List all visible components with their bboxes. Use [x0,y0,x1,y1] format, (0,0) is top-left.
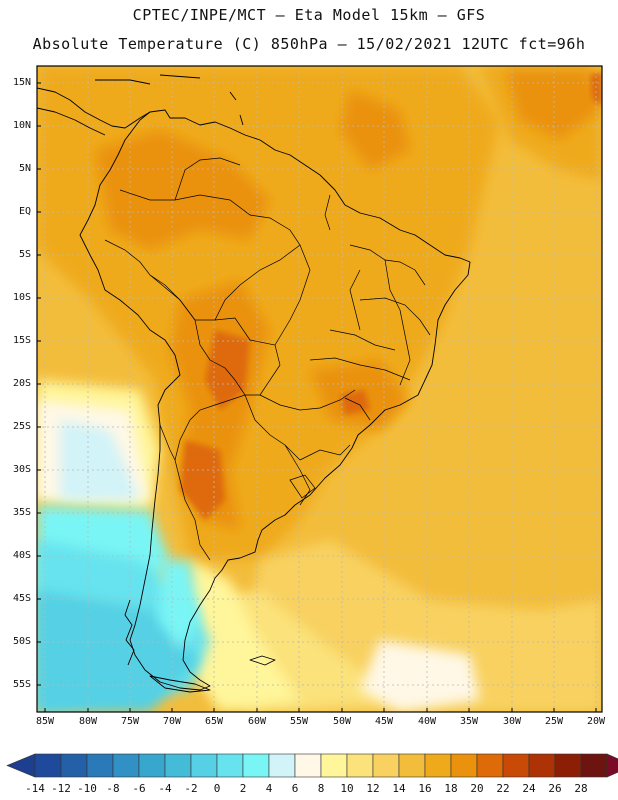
map-frame [36,65,603,713]
lat-label: 30S [12,464,31,475]
colorbar-label: -2 [184,782,198,795]
colorbar-swatch [346,753,374,778]
colorbar-swatch [242,753,270,778]
colorbar-swatch [372,753,400,778]
colorbar-swatch [476,753,504,778]
lon-label: 85W [35,716,55,727]
colorbar-label: -14 [25,782,45,795]
colorbar-swatch [268,753,296,778]
colorbar-swatch [138,753,166,778]
colorbar-swatch [502,753,530,778]
lon-label: 25W [544,716,564,727]
lat-label: 5S [18,249,31,260]
colorbar-right-arrow [606,753,618,778]
lat-label: 15S [12,335,31,346]
colorbar-label: 18 [444,782,458,795]
lat-label: 10S [12,292,31,303]
south-america-outline [79,109,471,691]
lat-label: 45S [12,593,31,604]
colorbar-swatch [398,753,426,778]
lat-label: 50S [12,636,31,647]
colorbar-label: 2 [239,782,247,795]
colorbar-swatch [580,753,608,778]
central-america-outline [37,87,151,129]
colorbar-label: 20 [470,782,484,795]
lon-label: 50W [332,716,352,727]
colorbar-label: 12 [366,782,380,795]
colorbar-swatch [528,753,556,778]
lon-label: 70W [162,716,182,727]
colorbar-label: 16 [418,782,432,795]
lon-label: 20W [586,716,606,727]
colorbar-label: 26 [548,782,562,795]
colorbar-label: 14 [392,782,406,795]
colorbar-swatch [86,753,114,778]
lat-label: 20S [12,378,31,389]
coastlines [37,74,471,693]
colorbar-label: -12 [51,782,71,795]
colorbar-label: 10 [340,782,354,795]
colorbar-left-arrow [6,753,36,778]
tierra-del-fuego [149,675,211,693]
colorbar-swatch [450,753,478,778]
colorbar-label: 8 [317,782,325,795]
colorbar-swatch [34,753,62,778]
lat-label: 25S [12,421,31,432]
falkland-islands [249,655,276,666]
lat-label: 35S [12,507,31,518]
colorbar-label: -10 [77,782,97,795]
lon-label: 35W [459,716,479,727]
colorbar-label: 28 [574,782,588,795]
colorbar-swatch [320,753,348,778]
colorbar-label: 24 [522,782,536,795]
colorbar-swatch [112,753,140,778]
lon-label: 30W [502,716,522,727]
lon-label: 60W [247,716,267,727]
colorbar-label: 0 [213,782,221,795]
lat-label: 40S [12,550,31,561]
lon-label: 40W [417,716,437,727]
caribbean-islands [95,79,151,85]
colorbar-label: 4 [265,782,273,795]
colorbar-label: -4 [158,782,172,795]
lon-label: 75W [120,716,140,727]
colorbar-swatch [60,753,88,778]
graticule [37,66,602,712]
lat-label: 55S [12,679,31,690]
lon-label: 80W [78,716,98,727]
colorbar-swatch [190,753,218,778]
colorbar-swatch [216,753,244,778]
lon-label: 65W [204,716,224,727]
colorbar-swatch [164,753,192,778]
chile-coast-islands [124,599,135,666]
colorbar-label: 22 [496,782,510,795]
lat-label: 5N [18,163,31,174]
lat-label: 15N [12,77,31,88]
axis-ticks [37,82,597,712]
temperature-field [37,66,602,712]
lon-label: 45W [374,716,394,727]
colorbar-swatch [424,753,452,778]
colorbar-label: -6 [132,782,146,795]
lat-label: EQ [18,206,31,217]
lon-label: 55W [289,716,309,727]
chart-title: CPTEC/INPE/MCT – Eta Model 15km – GFS [132,6,486,24]
colorbar-label: 6 [291,782,299,795]
country-borders [104,157,431,561]
colorbar-swatch [554,753,582,778]
chart-subtitle: Absolute Temperature (C) 850hPa – 15/02/… [32,35,586,53]
colorbar [6,753,618,778]
lat-label: 10N [12,120,31,131]
colorbar-label: -8 [106,782,120,795]
colorbar-swatch [294,753,322,778]
